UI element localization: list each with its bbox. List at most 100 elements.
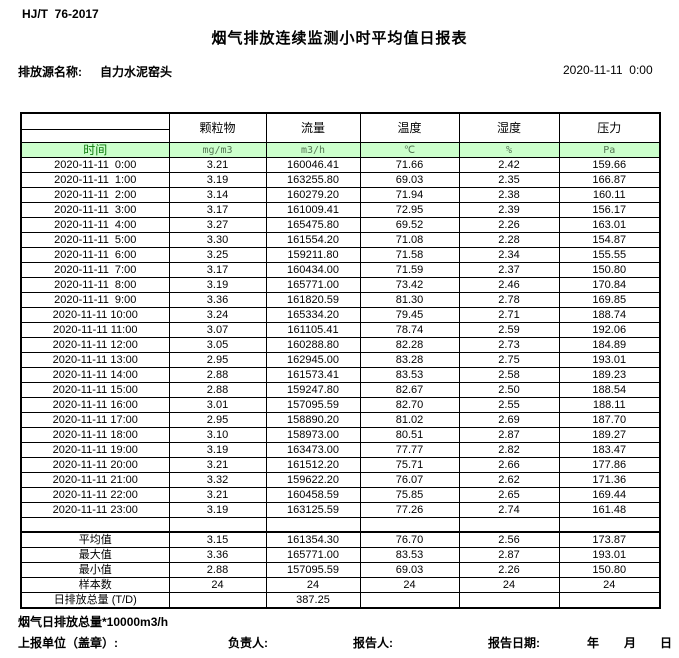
value-cell: 3.19 (168, 442, 267, 458)
value-cell: 2.73 (458, 337, 560, 353)
value-cell: 165334.20 (265, 307, 361, 323)
time-cell: 2020-11-11 11:00 (20, 322, 170, 338)
value-cell: 163255.80 (265, 172, 361, 188)
blank-cell (168, 517, 267, 533)
time-cell: 2020-11-11 19:00 (20, 442, 170, 458)
value-cell: 81.30 (359, 292, 460, 308)
value-cell: 173.87 (558, 531, 661, 548)
hour-row: 2020-11-11 21:00 3.32 159622.20 76.07 2.62 17… (20, 472, 661, 488)
value-cell: 75.71 (359, 457, 460, 473)
time-cell: 2020-11-11 0:00 (20, 157, 170, 173)
value-cell: 165475.80 (265, 217, 361, 233)
value-cell: 71.94 (359, 187, 460, 203)
value-cell: 2.71 (458, 307, 560, 323)
summary-row: 最大值 3.36 165771.00 83.53 2.87 193.01 (20, 547, 661, 563)
value-cell: 160279.20 (265, 187, 361, 203)
time-cell: 2020-11-11 4:00 (20, 217, 170, 233)
value-cell: 24 (359, 577, 460, 593)
value-cell: 2.55 (458, 397, 560, 413)
value-cell: 3.32 (168, 472, 267, 488)
value-cell: 157095.59 (265, 562, 361, 578)
column-header-pressure: 压力 (558, 112, 661, 143)
value-cell: 3.30 (168, 232, 267, 248)
time-cell: 2020-11-11 7:00 (20, 262, 170, 278)
time-cell: 2020-11-11 1:00 (20, 172, 170, 188)
value-cell: 24 (265, 577, 361, 593)
signature-row: 上报单位（盖章）: 负责人: 报告人: 报告日期: 年 月 日 (0, 634, 679, 650)
value-cell: 156.17 (558, 202, 661, 218)
value-cell: 193.01 (558, 352, 661, 368)
table-header: 颗粒物 流量 温度 湿度 压力 时间 mg/m3 m3/h ℃ % Pa (20, 112, 661, 158)
meta-row: 排放源名称: 自力水泥窑头 2020-11-11 0:00 (0, 63, 679, 79)
value-cell: 3.19 (168, 502, 267, 518)
value-cell: 159622.20 (265, 472, 361, 488)
hour-row: 2020-11-11 7:00 3.17 160434.00 71.59 2.37 150… (20, 262, 661, 278)
report-date-label: 报告日期: (488, 636, 540, 650)
value-cell: 3.17 (168, 262, 267, 278)
hour-row: 2020-11-11 16:00 3.01 157095.59 82.70 2.55 18… (20, 397, 661, 413)
value-cell (558, 592, 661, 609)
value-cell: 3.01 (168, 397, 267, 413)
value-cell: 159211.80 (265, 247, 361, 263)
value-cell: 2.78 (458, 292, 560, 308)
hour-row: 2020-11-11 2:00 3.14 160279.20 71.94 2.38 160… (20, 187, 661, 203)
value-cell: 2.28 (458, 232, 560, 248)
value-cell: 3.21 (168, 157, 267, 173)
hour-row: 2020-11-11 5:00 3.30 161554.20 71.08 2.28 154… (20, 232, 661, 248)
value-cell: 169.44 (558, 487, 661, 503)
value-cell: 161105.41 (265, 322, 361, 338)
value-cell: 3.14 (168, 187, 267, 203)
blank-cell (20, 517, 170, 533)
footer-note: 烟气日排放总量*10000m3/h (18, 615, 169, 629)
value-cell: 159.66 (558, 157, 661, 173)
value-cell: 77.77 (359, 442, 460, 458)
value-cell: 82.28 (359, 337, 460, 353)
time-cell: 2020-11-11 14:00 (20, 367, 170, 383)
value-cell: 3.24 (168, 307, 267, 323)
value-cell: 165771.00 (265, 277, 361, 293)
time-cell: 2020-11-11 9:00 (20, 292, 170, 308)
value-cell: 80.51 (359, 427, 460, 443)
value-cell: 2.74 (458, 502, 560, 518)
value-cell: 69.52 (359, 217, 460, 233)
value-cell: 3.25 (168, 247, 267, 263)
unit-humidity: % (458, 142, 560, 158)
year-label: 年 (587, 636, 600, 650)
time-cell: 2020-11-11 12:00 (20, 337, 170, 353)
time-cell: 2020-11-11 3:00 (20, 202, 170, 218)
summary-row: 最小值 2.88 157095.59 69.03 2.26 150.80 (20, 562, 661, 578)
value-cell: 82.70 (359, 397, 460, 413)
value-cell: 161512.20 (265, 457, 361, 473)
value-cell: 189.27 (558, 427, 661, 443)
column-header-temperature: 温度 (359, 112, 460, 143)
hour-row: 2020-11-11 6:00 3.25 159211.80 71.58 2.34 155… (20, 247, 661, 263)
time-cell: 2020-11-11 10:00 (20, 307, 170, 323)
value-cell: 161.48 (558, 502, 661, 518)
value-cell: 76.07 (359, 472, 460, 488)
value-cell: 165771.00 (265, 547, 361, 563)
value-cell: 161009.41 (265, 202, 361, 218)
time-cell: 2020-11-11 15:00 (20, 382, 170, 398)
summary-row: 平均值 3.15 161354.30 76.70 2.56 173.87 (20, 531, 661, 548)
blank-cell (359, 517, 460, 533)
value-cell: 75.85 (359, 487, 460, 503)
value-cell: 79.45 (359, 307, 460, 323)
value-cell: 69.03 (359, 562, 460, 578)
value-cell (168, 592, 267, 609)
hour-row: 2020-11-11 13:00 2.95 162945.00 83.28 2.75 19… (20, 352, 661, 368)
value-cell: 73.42 (359, 277, 460, 293)
hourly-average-table: 颗粒物 流量 温度 湿度 压力 时间 mg/m3 m3/h ℃ % Pa 202… (20, 112, 661, 609)
value-cell: 3.21 (168, 487, 267, 503)
value-cell: 161354.30 (265, 531, 361, 548)
reporter-label: 报告人: (353, 636, 393, 650)
standard-code: HJ/T 76-2017 (22, 7, 99, 21)
value-cell: 2.39 (458, 202, 560, 218)
value-cell: 188.11 (558, 397, 661, 413)
value-cell: 72.95 (359, 202, 460, 218)
hour-row: 2020-11-11 9:00 3.36 161820.59 81.30 2.78 169… (20, 292, 661, 308)
value-cell: 183.47 (558, 442, 661, 458)
hour-row: 2020-11-11 15:00 2.88 159247.80 82.67 2.50 18… (20, 382, 661, 398)
value-cell: 177.86 (558, 457, 661, 473)
value-cell: 160434.00 (265, 262, 361, 278)
